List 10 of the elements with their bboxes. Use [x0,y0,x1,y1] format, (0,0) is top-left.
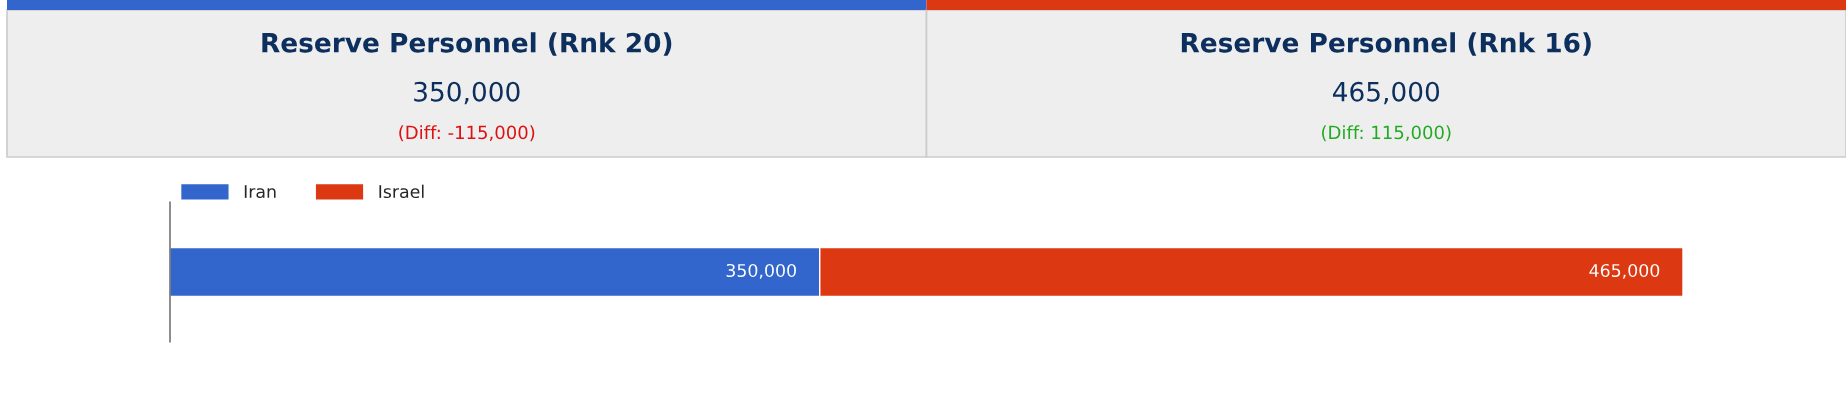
data-label: 350,000 [726,263,796,279]
text: 465,000 [1332,81,1440,105]
legend-label: Iran [244,185,276,199]
text: 350,000 [414,81,520,105]
legend-label: Israel [379,184,424,199]
text: Reserve Personnel (Rnk 20) [262,32,672,56]
text: Reserve Personnel (Rnk 16) [1181,32,1591,56]
text: (Diff: -115,000) [399,125,535,142]
text: (Diff: 115,000) [1322,125,1451,142]
data-label: 465,000 [1589,263,1660,279]
